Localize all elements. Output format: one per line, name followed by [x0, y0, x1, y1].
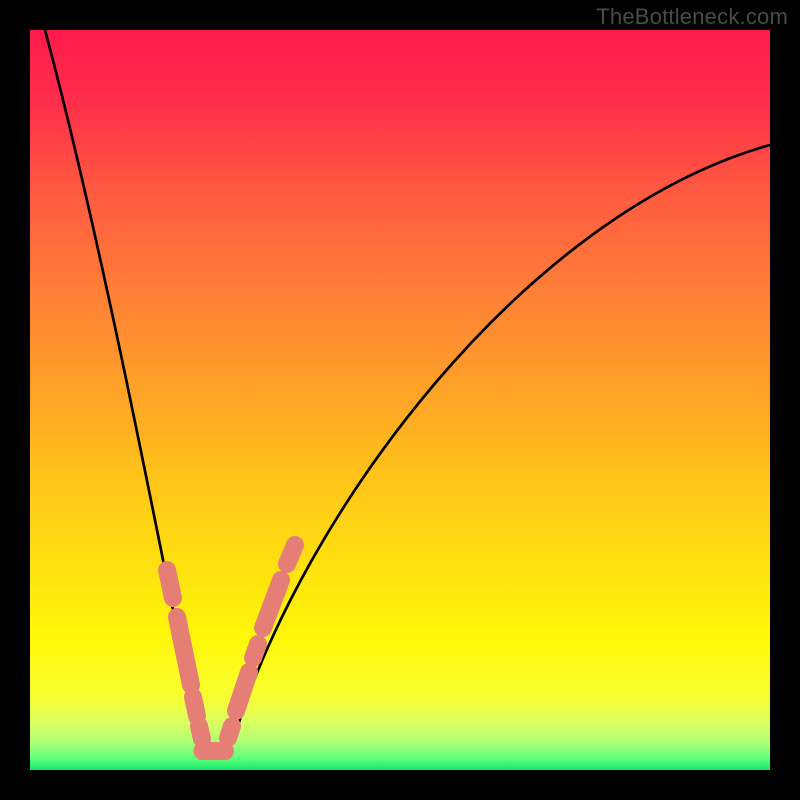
- watermark-text: TheBottleneck.com: [596, 4, 788, 30]
- gradient-background: [30, 30, 770, 770]
- chart-frame: TheBottleneck.com: [0, 0, 800, 800]
